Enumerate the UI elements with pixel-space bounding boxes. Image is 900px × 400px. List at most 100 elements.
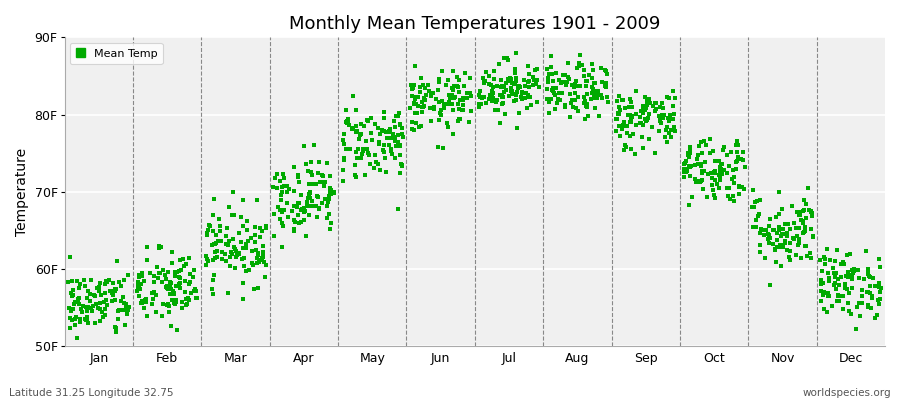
Point bbox=[636, 110, 651, 116]
Point bbox=[486, 83, 500, 90]
Point bbox=[752, 249, 767, 255]
Point bbox=[662, 95, 676, 102]
Point bbox=[759, 227, 773, 234]
Point bbox=[572, 94, 586, 100]
Point bbox=[565, 81, 580, 88]
Point bbox=[292, 179, 306, 186]
Point bbox=[236, 222, 250, 229]
Point bbox=[714, 166, 728, 172]
Point bbox=[501, 77, 516, 84]
Point bbox=[222, 237, 237, 244]
Point bbox=[786, 235, 800, 241]
Point bbox=[691, 161, 706, 167]
Point bbox=[634, 108, 649, 114]
Point bbox=[547, 91, 562, 98]
Point bbox=[659, 127, 673, 133]
Point bbox=[351, 146, 365, 152]
Point bbox=[450, 84, 464, 90]
Point bbox=[626, 130, 641, 137]
Point bbox=[478, 78, 492, 84]
Point bbox=[323, 188, 338, 195]
Point bbox=[416, 82, 430, 88]
Point bbox=[100, 301, 114, 308]
Point bbox=[774, 233, 788, 239]
Point bbox=[634, 120, 648, 126]
Point bbox=[219, 241, 233, 248]
Point bbox=[783, 248, 797, 254]
Point bbox=[360, 146, 374, 153]
Point bbox=[522, 77, 536, 84]
Point bbox=[182, 297, 196, 303]
Point bbox=[518, 95, 532, 102]
Point bbox=[618, 123, 633, 130]
Point bbox=[615, 96, 629, 103]
Point bbox=[555, 72, 570, 78]
Point bbox=[150, 264, 165, 270]
Point bbox=[303, 159, 318, 165]
Point bbox=[356, 146, 370, 153]
Point bbox=[746, 224, 760, 230]
Point bbox=[775, 230, 789, 237]
Point bbox=[328, 190, 342, 196]
Point bbox=[509, 124, 524, 131]
Point bbox=[280, 189, 294, 195]
Point bbox=[206, 257, 220, 263]
Point bbox=[752, 230, 767, 236]
Point bbox=[757, 232, 771, 238]
Point bbox=[841, 269, 855, 275]
Point bbox=[424, 90, 438, 97]
Point bbox=[376, 146, 391, 153]
Point bbox=[584, 84, 598, 91]
Point bbox=[312, 206, 327, 212]
Point bbox=[214, 256, 229, 262]
Point bbox=[455, 94, 470, 101]
Point bbox=[287, 203, 302, 209]
Point bbox=[865, 295, 879, 302]
Point bbox=[559, 82, 573, 88]
Point bbox=[713, 175, 727, 181]
Point bbox=[688, 176, 703, 182]
Point bbox=[695, 150, 709, 157]
Point bbox=[304, 203, 319, 210]
Point bbox=[167, 289, 182, 296]
Point bbox=[208, 240, 222, 247]
Point bbox=[590, 93, 604, 100]
Point bbox=[864, 304, 878, 311]
Point bbox=[176, 256, 190, 262]
Point bbox=[246, 262, 260, 268]
Point bbox=[797, 242, 812, 249]
Point bbox=[122, 304, 136, 311]
Point bbox=[868, 283, 882, 289]
Point bbox=[76, 303, 91, 310]
Point bbox=[205, 286, 220, 292]
Point bbox=[558, 104, 572, 110]
Point bbox=[490, 97, 504, 103]
Point bbox=[816, 290, 831, 296]
Point bbox=[450, 74, 464, 80]
Point bbox=[842, 273, 856, 280]
Point bbox=[452, 116, 466, 122]
Point bbox=[835, 306, 850, 312]
Point bbox=[560, 79, 574, 85]
Point bbox=[504, 76, 518, 82]
Point bbox=[114, 283, 129, 289]
Point bbox=[491, 107, 506, 113]
Point bbox=[315, 179, 329, 185]
Point bbox=[792, 212, 806, 218]
Point bbox=[761, 223, 776, 229]
Point bbox=[73, 280, 87, 287]
Point bbox=[703, 150, 717, 156]
Point bbox=[512, 110, 526, 116]
Point bbox=[207, 196, 221, 202]
Point bbox=[570, 64, 584, 71]
Point bbox=[377, 148, 392, 155]
Point bbox=[291, 174, 305, 180]
Point bbox=[220, 224, 234, 231]
Point bbox=[112, 279, 127, 286]
Point bbox=[172, 281, 186, 287]
Point bbox=[761, 231, 776, 237]
Point bbox=[248, 232, 263, 238]
Point bbox=[256, 249, 270, 255]
Point bbox=[861, 272, 876, 279]
Point bbox=[524, 102, 538, 108]
